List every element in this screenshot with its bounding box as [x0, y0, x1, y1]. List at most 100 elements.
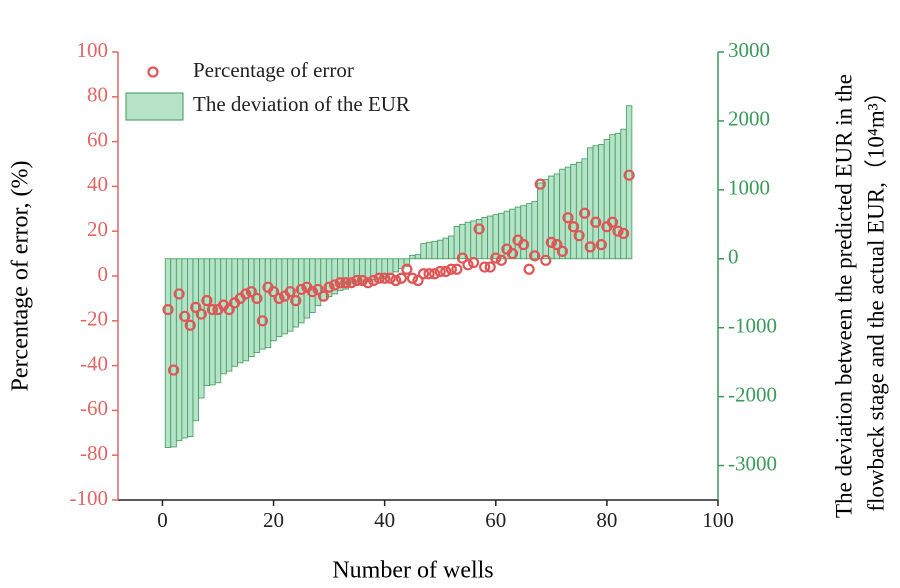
scatter-point [434, 265, 446, 278]
scatter-point [484, 261, 496, 273]
bar [198, 258, 205, 399]
scatter-point [351, 274, 363, 287]
bar [192, 258, 199, 422]
bar [420, 243, 427, 260]
scatter-point [195, 308, 207, 320]
scatter-point [429, 268, 441, 280]
legend-label: The deviation of the EUR [193, 92, 410, 116]
bar [525, 203, 533, 260]
scatter-point [256, 315, 269, 327]
bar [425, 241, 433, 260]
bar [531, 201, 538, 260]
scatter-point [590, 216, 602, 228]
scatter-point [517, 239, 530, 251]
scatter-point [417, 268, 430, 280]
scatter-point [445, 263, 457, 275]
bar [625, 105, 633, 260]
scatter-point [540, 254, 552, 266]
scatter-point [595, 239, 607, 251]
scatter-point [573, 230, 585, 242]
bar [175, 258, 183, 442]
bar [487, 215, 494, 260]
scatter-point [545, 236, 557, 248]
y2-tick-label: 0 [728, 245, 739, 269]
bar [220, 258, 227, 375]
y-tick-label: -20 [80, 307, 108, 331]
scatter-point [223, 304, 235, 316]
y-axis-label: Percentage of error, (%) [8, 161, 34, 392]
x-tick-label: 20 [263, 508, 284, 532]
scatter-point [606, 216, 619, 228]
scatter-point [467, 256, 480, 269]
scatter-point [329, 279, 341, 291]
scatter-point [240, 288, 252, 300]
y2-tick-label: -3000 [728, 451, 777, 475]
scatter-point [451, 263, 463, 275]
bar [320, 258, 327, 302]
y2-tick-label: 1000 [728, 176, 770, 200]
x-tick-label: 80 [596, 508, 617, 532]
scatter-point [495, 254, 507, 266]
scatter-point [529, 250, 541, 262]
scatter-point [312, 283, 324, 296]
bar [187, 258, 194, 437]
y-tick-label: -40 [80, 351, 108, 375]
scatter-point [534, 178, 546, 190]
scatter-point [245, 286, 257, 298]
bar [414, 254, 422, 260]
legend-marker [147, 66, 159, 78]
x-tick-label: 60 [485, 508, 506, 532]
scatter-point [345, 277, 357, 289]
scatter-point [623, 169, 635, 181]
scatter-point [317, 290, 330, 302]
scatter-point [251, 292, 263, 304]
scatter-point [551, 239, 563, 251]
scatter-point [579, 207, 591, 219]
y2-axis-label: The deviation between the predicted EUR … [831, 74, 856, 518]
bar [203, 258, 211, 386]
scatter-point [423, 268, 435, 280]
bar [481, 217, 488, 260]
y2-tick-label: 3000 [728, 38, 770, 62]
bar [259, 258, 266, 350]
y-tick-label: -100 [70, 486, 109, 510]
scatter-point [356, 274, 369, 287]
bar [248, 258, 255, 358]
scatter-point [412, 274, 424, 287]
scatter-point [273, 292, 285, 304]
scatter-point [201, 295, 213, 307]
scatter-point [456, 252, 469, 264]
bar [431, 241, 438, 260]
bar [520, 205, 527, 260]
bar [403, 258, 411, 267]
scatter-point [284, 286, 296, 298]
scatter-point [479, 261, 491, 273]
legend-label: Percentage of error [193, 58, 354, 82]
bar [392, 258, 399, 273]
x-tick-label: 100 [702, 508, 734, 532]
y-tick-label: 100 [77, 38, 109, 62]
bar [170, 258, 177, 448]
bar [442, 237, 449, 260]
bar [409, 254, 416, 260]
scatter-point [562, 212, 574, 224]
scatter-point [506, 248, 519, 260]
y-tick-label: 80 [87, 83, 108, 107]
scatter-point [162, 304, 174, 316]
scatter-point [179, 310, 191, 322]
scatter-point [290, 295, 302, 307]
bar [537, 182, 544, 260]
scatter-point [362, 277, 374, 289]
scatter-point [523, 263, 535, 275]
scatter-point [323, 281, 335, 293]
y2-tick-label: -2000 [728, 382, 777, 406]
bar [242, 258, 249, 362]
y2-axis-label: flowback stage and the actual EUR,（10⁴m³… [863, 80, 888, 511]
y2-tick-label: 2000 [728, 107, 770, 131]
y-tick-label: -60 [80, 396, 108, 420]
bar [253, 258, 261, 353]
scatter-point [395, 272, 407, 284]
scatter-point [167, 364, 180, 376]
